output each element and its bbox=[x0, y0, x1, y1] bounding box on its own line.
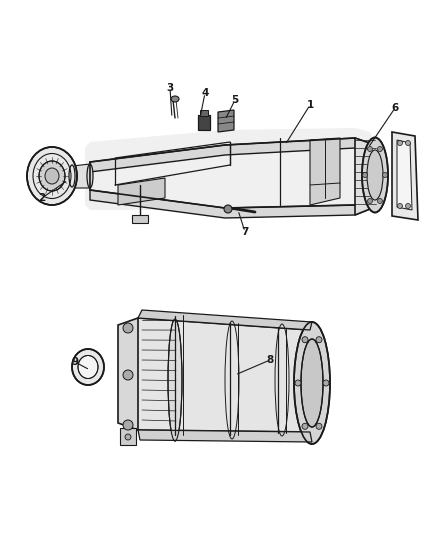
Ellipse shape bbox=[378, 198, 382, 204]
Ellipse shape bbox=[123, 420, 133, 430]
Ellipse shape bbox=[362, 138, 388, 213]
Ellipse shape bbox=[168, 319, 182, 441]
Polygon shape bbox=[85, 128, 375, 210]
Polygon shape bbox=[200, 110, 208, 116]
Polygon shape bbox=[138, 430, 312, 442]
Polygon shape bbox=[118, 178, 165, 205]
Text: 6: 6 bbox=[392, 103, 399, 113]
Ellipse shape bbox=[406, 141, 410, 146]
Ellipse shape bbox=[398, 141, 403, 146]
Ellipse shape bbox=[87, 164, 93, 188]
Polygon shape bbox=[355, 138, 375, 215]
Ellipse shape bbox=[224, 205, 232, 213]
Text: 7: 7 bbox=[241, 227, 249, 237]
Ellipse shape bbox=[39, 161, 65, 191]
Polygon shape bbox=[138, 310, 312, 330]
Ellipse shape bbox=[398, 204, 403, 208]
Polygon shape bbox=[397, 140, 412, 210]
Ellipse shape bbox=[69, 165, 75, 187]
Ellipse shape bbox=[27, 147, 77, 205]
Ellipse shape bbox=[123, 370, 133, 380]
Ellipse shape bbox=[125, 434, 131, 440]
Text: 8: 8 bbox=[266, 355, 274, 365]
Polygon shape bbox=[310, 138, 340, 205]
Ellipse shape bbox=[294, 322, 330, 444]
Ellipse shape bbox=[45, 168, 59, 184]
Polygon shape bbox=[138, 318, 310, 432]
Ellipse shape bbox=[367, 147, 372, 151]
Ellipse shape bbox=[78, 356, 98, 378]
Ellipse shape bbox=[406, 204, 410, 208]
Polygon shape bbox=[120, 428, 136, 445]
Ellipse shape bbox=[378, 147, 382, 151]
Text: 1: 1 bbox=[306, 100, 314, 110]
Text: 2: 2 bbox=[39, 193, 46, 203]
Polygon shape bbox=[218, 110, 234, 132]
Polygon shape bbox=[392, 132, 418, 220]
Ellipse shape bbox=[323, 380, 329, 386]
Polygon shape bbox=[90, 138, 375, 172]
Ellipse shape bbox=[72, 349, 104, 385]
Ellipse shape bbox=[367, 150, 383, 200]
Polygon shape bbox=[90, 190, 375, 218]
Ellipse shape bbox=[316, 337, 322, 343]
Polygon shape bbox=[118, 318, 138, 430]
Ellipse shape bbox=[363, 173, 367, 177]
Ellipse shape bbox=[301, 339, 323, 427]
Polygon shape bbox=[198, 115, 210, 130]
Ellipse shape bbox=[302, 337, 308, 343]
Ellipse shape bbox=[302, 423, 308, 429]
Ellipse shape bbox=[295, 380, 301, 386]
Ellipse shape bbox=[382, 173, 388, 177]
Text: 3: 3 bbox=[166, 83, 173, 93]
Ellipse shape bbox=[171, 96, 179, 102]
Ellipse shape bbox=[123, 323, 133, 333]
Text: 5: 5 bbox=[231, 95, 239, 105]
Polygon shape bbox=[72, 164, 90, 188]
Text: 4: 4 bbox=[201, 88, 208, 98]
Polygon shape bbox=[132, 215, 148, 223]
Ellipse shape bbox=[316, 423, 322, 429]
Ellipse shape bbox=[367, 198, 372, 204]
Text: 9: 9 bbox=[71, 357, 78, 367]
